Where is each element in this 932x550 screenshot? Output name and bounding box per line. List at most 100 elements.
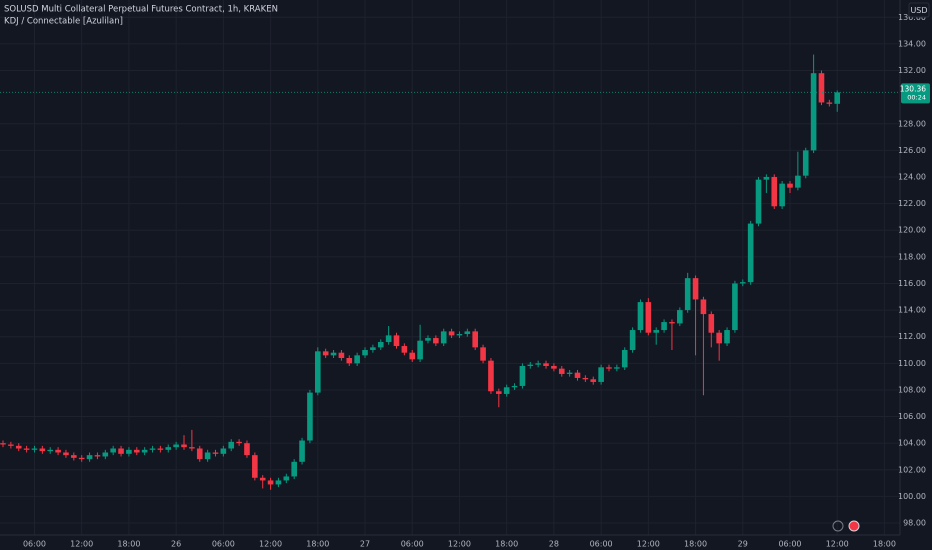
candle-body — [637, 302, 644, 331]
candle-body — [669, 322, 675, 324]
candle-body — [755, 179, 762, 224]
candle-body — [212, 452, 219, 454]
x-tick-label: 26 — [171, 540, 181, 549]
candle-body — [133, 449, 140, 453]
candle-body — [196, 448, 203, 460]
candle-body — [102, 452, 109, 457]
candle-body — [606, 367, 612, 369]
candle-body — [582, 377, 589, 380]
candle-body — [252, 455, 258, 478]
candle-body — [787, 183, 793, 188]
candle-body — [354, 355, 360, 364]
candle-body — [708, 314, 715, 333]
candle-body — [440, 331, 447, 344]
candle-body — [558, 368, 565, 374]
last-price-label: 130.36 — [900, 84, 926, 93]
candle-body — [307, 392, 313, 441]
candle-body — [716, 332, 722, 344]
y-tick-label: 118.00 — [898, 252, 926, 261]
y-tick-label: 98.00 — [903, 519, 926, 528]
candle-body — [503, 387, 510, 394]
candle-body — [259, 477, 266, 481]
candle-body — [181, 444, 187, 448]
candle-body — [118, 448, 124, 454]
candle-body — [63, 452, 69, 456]
candle-body — [677, 310, 683, 324]
candle-body — [763, 177, 770, 180]
y-tick-label: 100.00 — [898, 492, 926, 501]
x-tick-label: 12:00 — [826, 540, 849, 549]
candle-body — [370, 347, 376, 351]
x-tick-label: 06:00 — [23, 540, 46, 549]
currency-box[interactable] — [908, 2, 930, 18]
candle-body — [15, 445, 22, 449]
candle-body — [110, 448, 116, 453]
candle-body — [511, 385, 518, 388]
countdown: 00:24 — [907, 93, 926, 101]
candle-body — [614, 367, 620, 369]
x-tick-label: 12:00 — [637, 540, 660, 549]
x-tick-label: 12:00 — [448, 540, 471, 549]
candle-body — [86, 455, 93, 460]
candle-body — [204, 452, 211, 460]
y-tick-label: 106.00 — [898, 412, 926, 421]
candle-body — [362, 350, 368, 356]
candle-body — [126, 449, 132, 454]
candle-body — [724, 330, 730, 344]
x-tick-label: 12:00 — [259, 540, 282, 549]
candle-body — [267, 480, 274, 485]
candle-body — [810, 73, 817, 151]
candle-body — [834, 92, 841, 104]
candle-body — [645, 302, 652, 333]
candle-body — [8, 444, 14, 446]
candle-body — [189, 447, 195, 449]
candle-body — [409, 352, 416, 360]
lightning-icon[interactable] — [832, 520, 844, 532]
y-tick-label: 122.00 — [898, 199, 926, 208]
candle-body — [472, 331, 478, 348]
candle-body — [275, 480, 282, 485]
candle-body — [23, 448, 30, 450]
y-tick-label: 116.00 — [898, 279, 926, 288]
x-tick-label: 18:00 — [495, 540, 518, 549]
candle-body — [220, 448, 227, 454]
candle-body — [496, 391, 502, 394]
candle-body — [653, 330, 660, 333]
flag-icon[interactable] — [848, 520, 860, 532]
x-tick-label: 12:00 — [70, 540, 93, 549]
x-tick-label: 28 — [549, 540, 559, 549]
x-tick-label: 06:00 — [212, 540, 235, 549]
candle-body — [551, 365, 557, 369]
candle-body — [480, 347, 486, 361]
y-tick-label: 134.00 — [898, 39, 926, 48]
y-tick-label: 120.00 — [898, 226, 926, 235]
candle-body — [141, 449, 148, 453]
candle-body — [236, 441, 242, 444]
candle-body — [315, 351, 321, 393]
candle-body — [71, 455, 77, 458]
candle-body — [338, 352, 345, 358]
candle-body — [527, 364, 534, 366]
candle-body — [488, 360, 494, 392]
candle-body — [330, 352, 337, 356]
candle-body — [322, 351, 329, 356]
candle-body — [78, 457, 85, 460]
candle-body — [771, 177, 778, 207]
candle-body — [732, 283, 738, 331]
candle-body — [377, 342, 384, 348]
candle-body — [519, 365, 526, 386]
candle-body — [346, 357, 353, 364]
candle-body — [629, 330, 636, 351]
x-tick-label: 18:00 — [117, 540, 140, 549]
indicator-name: KDJ / Connectable [Azulilan] — [4, 17, 123, 27]
y-tick-label: 110.00 — [898, 359, 926, 368]
candle-body — [684, 278, 691, 311]
candle-body — [283, 476, 290, 481]
y-tick-label: 128.00 — [898, 119, 926, 128]
candle-body — [448, 331, 455, 336]
chart-title: SOLUSD Multi Collateral Perpetual Future… — [4, 5, 278, 15]
candle-body — [291, 461, 297, 477]
candle-body — [802, 150, 809, 176]
candle-body — [692, 278, 699, 300]
